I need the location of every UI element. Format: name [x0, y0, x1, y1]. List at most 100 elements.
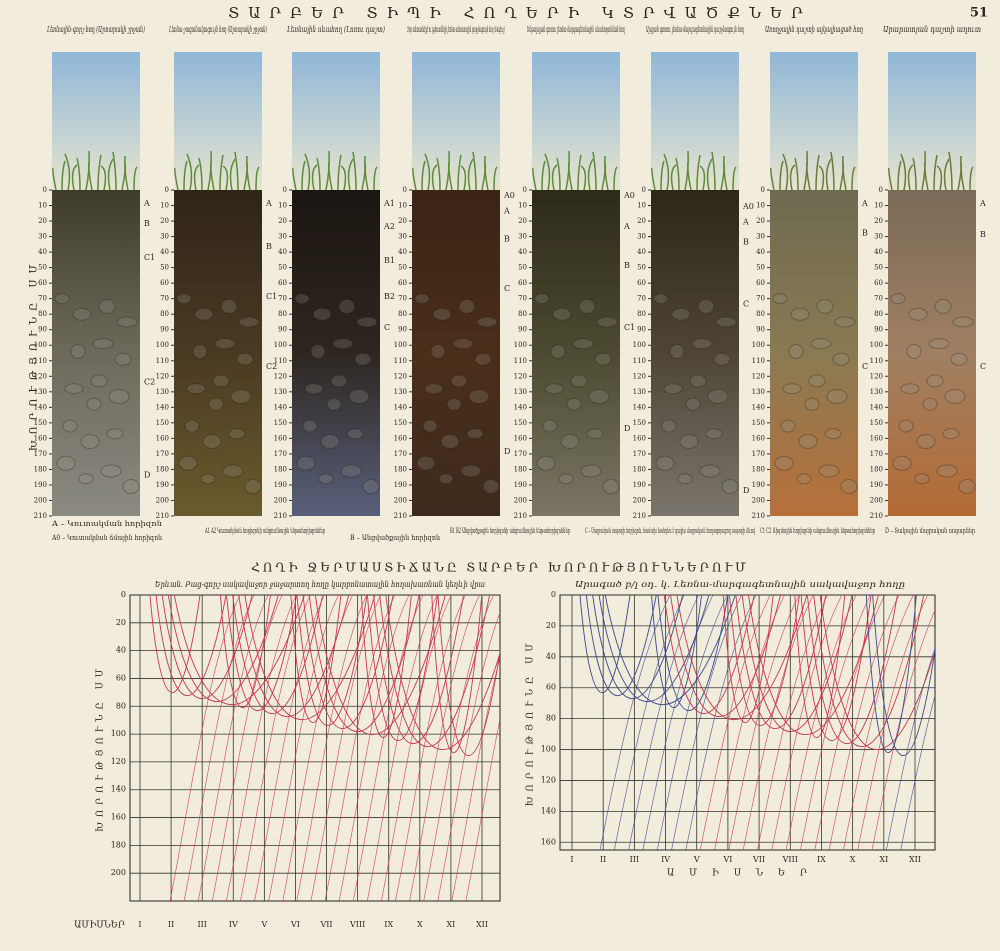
stone — [414, 293, 430, 305]
isotherm — [657, 595, 729, 712]
grass — [52, 167, 57, 191]
depth-tick-label: 20 — [38, 217, 47, 225]
horizon-label: B — [862, 228, 868, 237]
profile-caption: Չոր անտառների ու թփուտների լեռնա-անտառայ… — [407, 25, 505, 34]
depth-tick-label: 10 — [756, 202, 765, 210]
grass — [818, 165, 825, 191]
stone — [452, 338, 474, 350]
isotherm — [290, 595, 342, 723]
horizon-label: C — [862, 362, 868, 371]
horizon-label: B — [624, 261, 630, 270]
stone — [320, 433, 340, 449]
month-label: IV — [229, 920, 238, 929]
month-label: VII — [752, 855, 765, 864]
depth-tick-label: 0 — [403, 186, 407, 194]
stone — [326, 397, 342, 411]
isotherm — [211, 595, 283, 901]
soil — [651, 190, 739, 516]
depth-tick-label: 180 — [394, 465, 407, 473]
depth-tick-label: 100 — [514, 341, 527, 349]
grass — [124, 155, 129, 191]
stone — [900, 383, 920, 395]
grass — [352, 151, 357, 191]
grass — [551, 164, 558, 191]
isotherm — [900, 694, 935, 850]
stone — [705, 428, 723, 440]
grass — [301, 160, 306, 191]
isotherm — [385, 595, 500, 750]
isotherm — [437, 595, 500, 756]
depth-tick-label: 190 — [274, 481, 287, 489]
depth-tick-label: 210 — [870, 512, 883, 520]
y-tick-label: 40 — [546, 652, 556, 661]
soil — [770, 190, 858, 516]
stone — [184, 419, 200, 433]
grass — [219, 154, 224, 191]
isotherm — [232, 595, 324, 714]
grass — [421, 160, 426, 191]
depth-tick-label: 190 — [633, 481, 646, 489]
stone — [296, 455, 316, 471]
depth-tick-label: 0 — [761, 186, 765, 194]
depth-tick-label: 130 — [633, 388, 646, 396]
depth-tick-label: 210 — [394, 512, 407, 520]
isotherm — [308, 595, 420, 732]
stone — [114, 352, 132, 366]
depth-tick-label: 40 — [278, 248, 287, 256]
depth-tick-label: 10 — [874, 202, 883, 210]
depth-tick-label: 40 — [518, 248, 527, 256]
stone — [304, 383, 324, 395]
stone — [212, 374, 230, 388]
horizon-label: A — [979, 199, 986, 208]
horizon-label: C — [384, 323, 390, 332]
stone — [338, 298, 356, 314]
grass — [663, 153, 670, 191]
grass — [107, 158, 114, 191]
y-tick-label: 200 — [111, 868, 126, 877]
y-tick-label: 160 — [541, 837, 556, 846]
depth-tick-label: 40 — [38, 248, 47, 256]
horizon-label: B1 — [384, 256, 395, 265]
isotherm — [360, 595, 412, 738]
month-label: II — [600, 855, 606, 864]
depth-tick-label: 0 — [879, 186, 883, 194]
depth-tick-label: 170 — [514, 450, 527, 458]
isotherm — [800, 595, 871, 850]
depth-tick-label: 210 — [514, 512, 527, 520]
stone — [294, 293, 310, 305]
stone — [192, 343, 208, 359]
depth-tick-label: 130 — [870, 388, 883, 396]
depth-tick-label: 120 — [870, 372, 883, 380]
grass — [933, 154, 938, 191]
depth-tick-label: 120 — [514, 372, 527, 380]
depth-tick-label: 10 — [160, 202, 169, 210]
stone — [596, 316, 618, 328]
stone — [572, 338, 594, 350]
y-tick-label: 140 — [541, 806, 556, 815]
legend-item: C1 C2 Ռիզմային հորիզոնի անցումնային ենթա… — [760, 527, 875, 535]
isotherm — [183, 595, 255, 901]
month-label: VIII — [349, 920, 365, 929]
depth-tick-label: 90 — [278, 326, 287, 334]
stone — [474, 352, 492, 366]
stone — [422, 419, 438, 433]
stone — [116, 316, 138, 328]
month-label: X — [850, 855, 856, 864]
y-tick-label: 80 — [116, 701, 126, 710]
depth-tick-label: 10 — [38, 202, 47, 210]
horizon-label: B — [144, 219, 150, 228]
stone — [916, 433, 936, 449]
grass — [687, 161, 692, 191]
stone — [536, 455, 556, 471]
isotherm — [379, 595, 491, 747]
page-number: 51 — [970, 6, 988, 21]
depth-tick-label: 0 — [43, 186, 47, 194]
sky — [174, 52, 262, 190]
y-tick-label: 180 — [111, 840, 126, 849]
depth-tick-label: 130 — [156, 388, 169, 396]
stone — [780, 419, 796, 433]
profile-caption: Լեռնա-շագանակագույն հող (Աշտարակի շրջան) — [169, 25, 267, 34]
isotherm — [373, 595, 464, 744]
depth-tick-label: 0 — [283, 186, 287, 194]
depth-tick-label: 150 — [34, 419, 47, 427]
